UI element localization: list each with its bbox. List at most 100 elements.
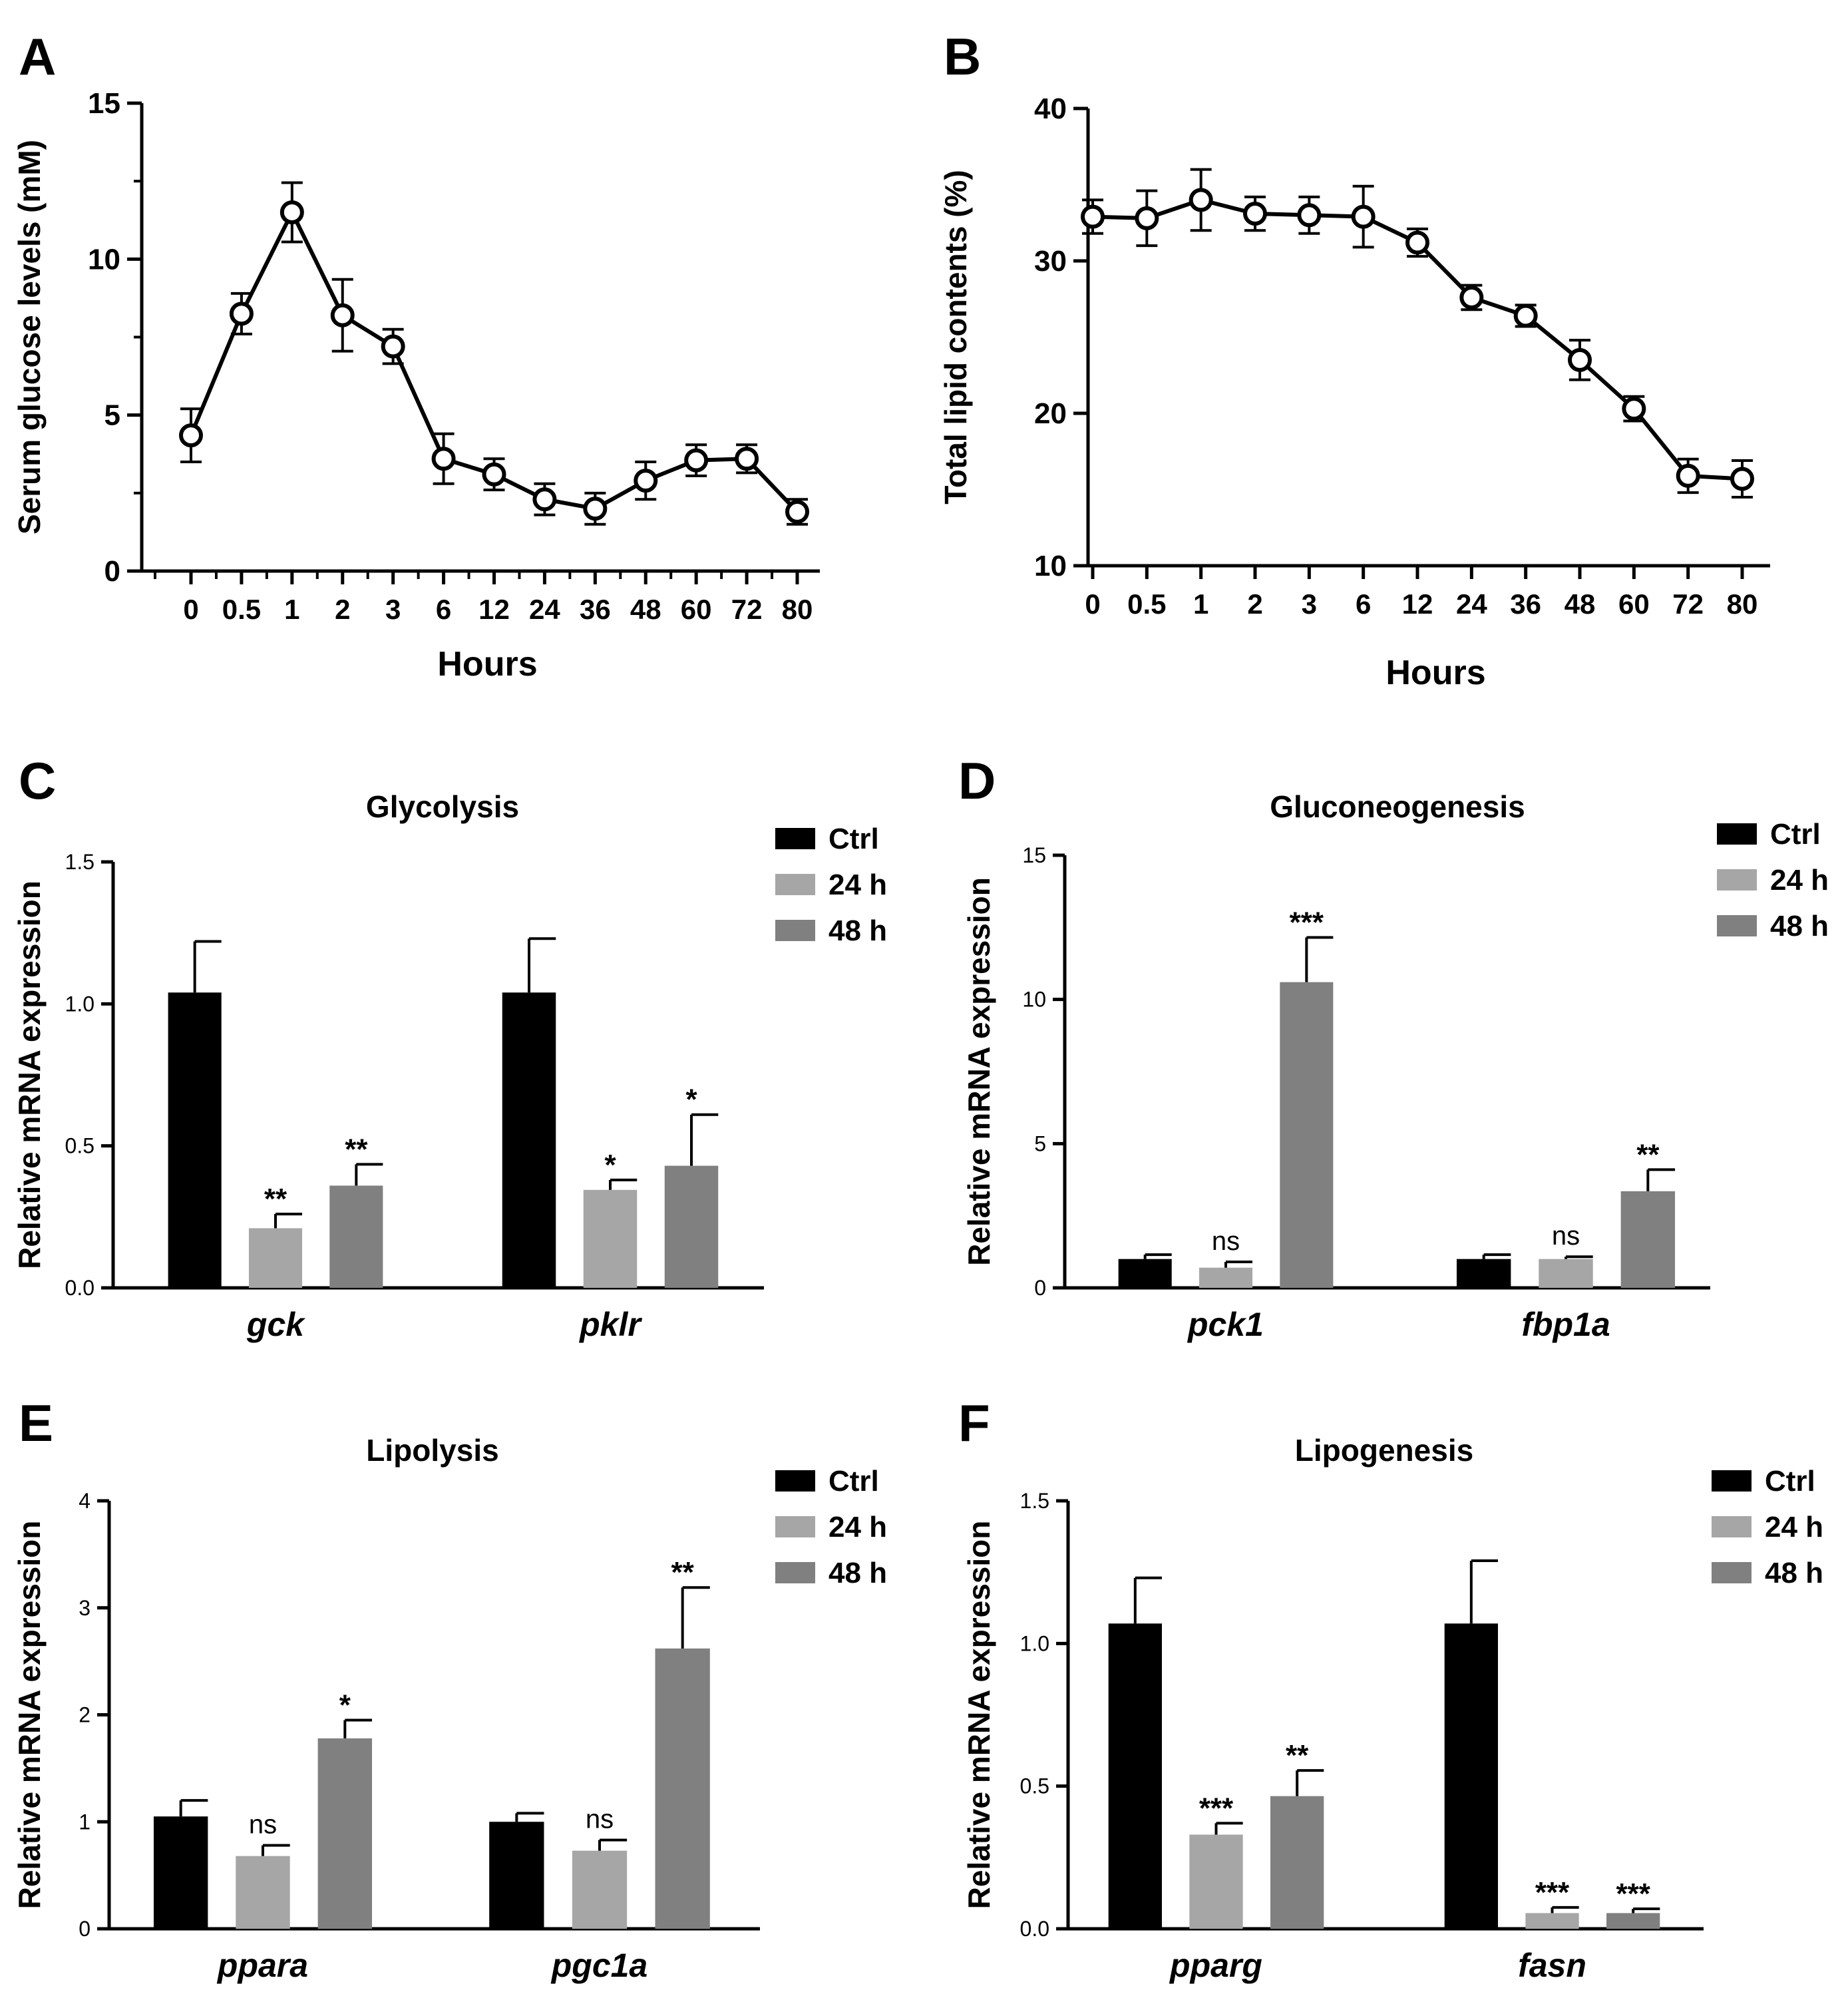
y-tick-label: 0.5 — [1020, 1774, 1049, 1798]
significance-label: *** — [1535, 1876, 1570, 1909]
x-category-label: pklr — [578, 1306, 642, 1343]
bar — [1270, 1796, 1324, 1929]
y-tick-label: 0 — [1034, 1276, 1046, 1300]
x-tick-label: 24 — [1456, 588, 1487, 620]
x-tick-label: 2 — [1247, 588, 1262, 620]
x-tick-label: 3 — [385, 594, 401, 625]
x-category-label: pck1 — [1187, 1306, 1264, 1343]
x-tick-label: 2 — [335, 594, 350, 625]
data-point — [1405, 230, 1429, 255]
data-point — [684, 448, 709, 473]
bar — [655, 1648, 710, 1929]
legend-swatch — [775, 1470, 815, 1492]
legend-label: 48 h — [829, 914, 887, 947]
x-tick-label: 0 — [183, 594, 198, 625]
x-tick-label: 0.5 — [1127, 588, 1166, 620]
bar — [1620, 1191, 1676, 1288]
significance-label: * — [339, 1689, 351, 1722]
significance-label: ns — [249, 1810, 277, 1840]
x-tick-label: 3 — [1302, 588, 1317, 620]
x-category-label: fbp1a — [1521, 1306, 1610, 1343]
bar — [1108, 1623, 1162, 1929]
legend-label: 24 h — [829, 1511, 887, 1543]
y-tick-label: 40 — [1034, 93, 1067, 125]
x-tick-label: 60 — [1618, 588, 1650, 620]
legend-label: 24 h — [1770, 864, 1829, 897]
data-point — [482, 462, 506, 487]
x-category-label: pparg — [1169, 1947, 1262, 1984]
y-tick-label: 0.0 — [1020, 1917, 1049, 1941]
significance-label: *** — [1290, 906, 1324, 939]
significance-label: * — [685, 1084, 697, 1116]
x-tick-label: 60 — [681, 594, 712, 625]
bar — [1606, 1913, 1660, 1929]
x-axis-title: Hours — [1386, 654, 1485, 692]
panel-letter: F — [958, 1394, 990, 1452]
bar — [1456, 1259, 1511, 1288]
y-axis-title: Total lipid contents (%) — [938, 170, 973, 504]
bar — [1199, 1267, 1253, 1288]
legend-label: Ctrl — [829, 1465, 879, 1498]
bar — [1118, 1259, 1172, 1288]
data-point — [1135, 206, 1159, 230]
x-tick-label: 1 — [1193, 588, 1208, 620]
y-tick-label: 15 — [88, 87, 120, 120]
bar — [153, 1816, 208, 1929]
bar — [572, 1850, 628, 1929]
data-point — [634, 469, 658, 493]
x-tick-label: 48 — [630, 594, 661, 625]
legend-swatch — [775, 874, 815, 895]
y-tick-label: 5 — [104, 399, 120, 432]
bar — [248, 1228, 303, 1288]
bar — [1280, 982, 1334, 1288]
x-tick-label: 72 — [1672, 588, 1704, 620]
data-point — [1189, 188, 1213, 212]
bar — [1444, 1623, 1498, 1929]
x-tick-label: 6 — [436, 594, 451, 625]
y-axis-title: Serum glucose levels (mM) — [12, 140, 47, 534]
data-point — [179, 423, 203, 448]
x-category-label: fasn — [1518, 1947, 1586, 1984]
x-tick-label: 80 — [782, 594, 813, 625]
data-point — [1243, 202, 1267, 226]
chart-title: Glycolysis — [366, 789, 519, 824]
y-tick-label: 10 — [1022, 988, 1046, 1012]
data-point — [1730, 467, 1754, 491]
bar — [317, 1738, 373, 1929]
legend-swatch — [775, 920, 815, 941]
panel-letter: A — [19, 27, 56, 86]
legend-label: 48 h — [1765, 1557, 1823, 1589]
bar — [168, 992, 222, 1288]
chart-title: Lipolysis — [366, 1433, 498, 1468]
data-point — [1459, 285, 1484, 309]
bar — [236, 1856, 290, 1929]
y-axis-title: Relative mRNA expression — [962, 1521, 996, 1909]
y-tick-label: 1.0 — [65, 992, 94, 1016]
panel-C: C Glycolysis 0.0 0.5 1.0 1.5 Relative mRNA exp… — [12, 751, 887, 1343]
panel-letter: C — [19, 751, 56, 810]
legend-swatch — [775, 1516, 815, 1537]
bar — [489, 1822, 544, 1929]
data-point — [1676, 463, 1700, 488]
y-tick-label: 0 — [104, 555, 120, 588]
y-tick-label: 2 — [79, 1703, 91, 1727]
bar — [502, 992, 556, 1288]
significance-label: *** — [1616, 1878, 1650, 1910]
y-tick-label: 1.0 — [1020, 1631, 1049, 1655]
x-tick-label: 48 — [1565, 588, 1596, 620]
legend-swatch — [775, 828, 815, 849]
significance-label: ** — [1286, 1739, 1309, 1772]
legend-swatch — [1712, 1516, 1752, 1537]
y-tick-label: 1.5 — [65, 850, 94, 874]
data-point — [1081, 204, 1105, 229]
y-tick-label: 3 — [79, 1596, 91, 1620]
x-category-label: gck — [246, 1306, 305, 1343]
y-tick-label: 20 — [1034, 397, 1067, 430]
y-tick-label: 15 — [1022, 843, 1046, 867]
data-point — [735, 447, 759, 471]
legend-label: 48 h — [829, 1557, 887, 1589]
y-axis-title: Relative mRNA expression — [12, 881, 47, 1269]
legend-label: 24 h — [1765, 1511, 1823, 1543]
